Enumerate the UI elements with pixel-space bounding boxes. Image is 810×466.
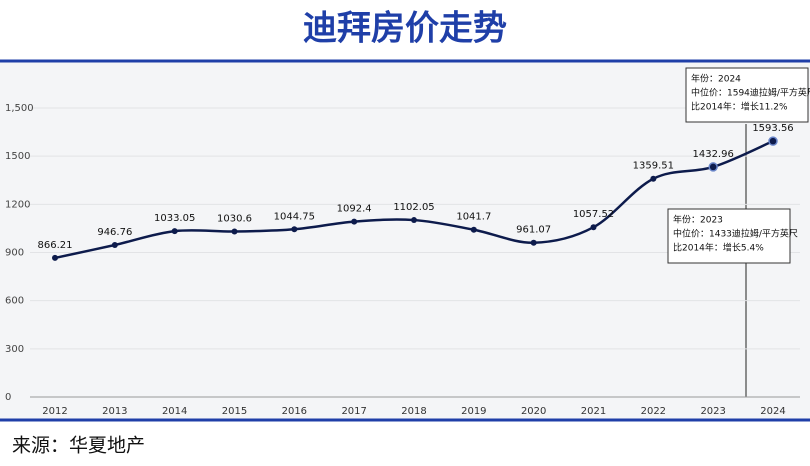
y-tick-label: 1,500 [5,103,34,114]
y-tick-label: 600 [5,296,24,307]
point [351,218,358,225]
x-tick-label: 2013 [102,406,127,417]
data-label: 1057.52 [573,209,614,220]
data-label: 961.07 [516,225,551,236]
data-label: 1432.96 [692,149,733,160]
x-tick-label: 2019 [461,406,486,417]
x-tick-label: 2020 [521,406,546,417]
point [52,254,58,261]
x-tick-label: 2015 [222,406,247,417]
y-tick-label: 1200 [5,199,30,210]
data-label: 1041.7 [456,212,491,223]
point [768,136,778,146]
point [291,226,298,233]
data-label: 1033.05 [154,213,195,224]
point [231,228,238,235]
tooltip-text: 年份：2023 [673,214,723,226]
point [530,239,537,246]
data-label: 946.76 [97,227,132,238]
point [590,224,597,231]
data-label: 1030.6 [217,214,252,225]
x-tick-label: 2023 [700,406,725,417]
y-tick-label: 0 [5,392,11,403]
tooltip-text: 比2014年：增长11.2% [691,101,788,113]
data-label: 1092.4 [337,204,372,215]
tooltip [685,67,809,123]
x-tick-label: 2024 [760,406,785,417]
source: 来源：华夏地产 [12,435,145,457]
point [411,217,417,224]
x-tick-label: 2016 [282,406,307,417]
point [111,241,118,248]
tooltip-text: 中位价：1594迪拉姆/平方英尺 [691,87,810,99]
x-tick-label: 2022 [641,406,666,417]
point [708,162,718,172]
data-label: 1102.05 [393,202,434,213]
y-tick-label: 1500 [5,151,30,162]
data-label: 1359.51 [633,161,674,172]
data-label: 866.21 [38,240,73,251]
y-tick-label: 900 [5,248,24,259]
x-tick-label: 2018 [401,406,426,417]
x-tick-label: 2012 [42,406,67,417]
point [171,228,178,235]
chart-title: 迪拜房价走势 [303,9,507,49]
tooltip [667,208,791,264]
point [470,226,477,233]
y-tick-label: 300 [5,344,24,355]
data-label: 1044.75 [274,211,315,222]
x-tick-label: 2014 [162,406,187,417]
data-label: 1593.56 [752,123,793,134]
x-tick-label: 2017 [341,406,366,417]
tooltip-text: 年份：2024 [691,73,741,85]
tooltip-text: 中位价：1433迪拉姆/平方英尺 [673,228,798,240]
tooltip-text: 比2014年：增长5.4% [673,242,764,254]
point [650,175,657,182]
x-tick-label: 2021 [581,406,606,417]
